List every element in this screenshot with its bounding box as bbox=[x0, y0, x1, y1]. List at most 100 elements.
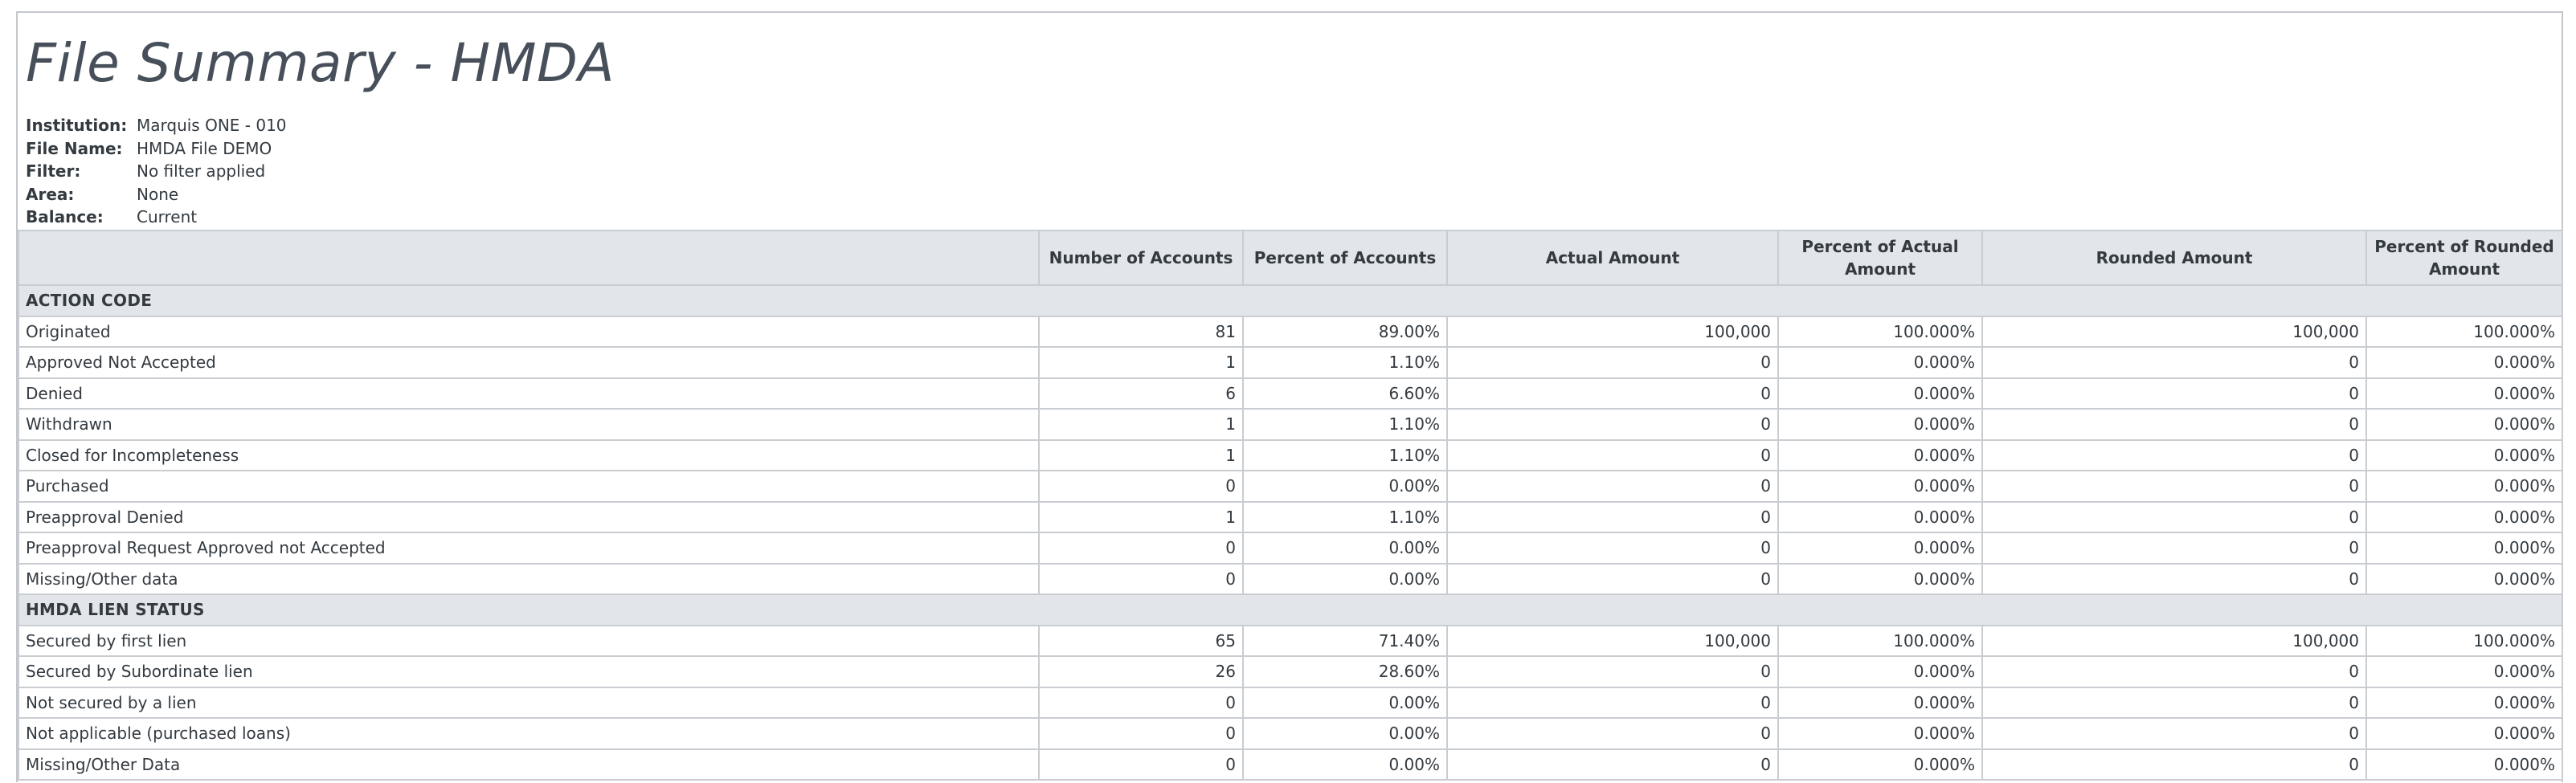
summary-table: Number of Accounts Percent of Accounts A… bbox=[18, 230, 2563, 781]
percent-of-accounts-cell: 0.00% bbox=[1242, 686, 1448, 719]
row-label: Preapproval Request Approved not Accepte… bbox=[18, 532, 1040, 565]
table-row: Denied 6 6.60% 0 0.000% 0 0.000% bbox=[18, 377, 2563, 410]
row-label: Not applicable (purchased loans) bbox=[18, 717, 1040, 750]
percent-of-rounded-amount-cell: 0.000% bbox=[2365, 377, 2563, 410]
percent-of-accounts-cell: 0.00% bbox=[1242, 562, 1448, 595]
actual-amount-cell: 0 bbox=[1446, 748, 1779, 781]
percent-of-rounded-amount-cell: 0.000% bbox=[2365, 562, 2563, 595]
number-of-accounts-cell: 1 bbox=[1038, 500, 1244, 533]
actual-amount-cell: 100,000 bbox=[1446, 315, 1779, 348]
number-of-accounts-cell: 0 bbox=[1038, 532, 1244, 565]
percent-of-actual-amount-cell: 0.000% bbox=[1777, 377, 1983, 410]
percent-of-actual-amount-cell: 100.000% bbox=[1777, 315, 1983, 348]
column-header-percent-of-rounded-amount: Percent of Rounded Amount bbox=[2365, 230, 2563, 286]
percent-of-rounded-amount-cell: 0.000% bbox=[2365, 686, 2563, 719]
actual-amount-cell: 0 bbox=[1446, 686, 1779, 719]
actual-amount-cell: 0 bbox=[1446, 377, 1779, 410]
row-label: Denied bbox=[18, 377, 1040, 410]
percent-of-accounts-cell: 28.60% bbox=[1242, 655, 1448, 688]
column-header-percent-of-actual-amount: Percent of Actual Amount bbox=[1777, 230, 1983, 286]
meta-label: Filter: bbox=[26, 161, 81, 181]
percent-of-actual-amount-cell: 0.000% bbox=[1777, 748, 1983, 781]
meta-row-balance: Balance: Current bbox=[26, 206, 287, 229]
row-label: Not secured by a lien bbox=[18, 686, 1040, 719]
row-label: Approved Not Accepted bbox=[18, 346, 1040, 379]
section-header-row: HMDA LIEN STATUS bbox=[18, 593, 2563, 626]
number-of-accounts-cell: 6 bbox=[1038, 377, 1244, 410]
rounded-amount-cell: 0 bbox=[1981, 500, 2367, 533]
table-row: Preapproval Denied 1 1.10% 0 0.000% 0 0.000% bbox=[18, 500, 2563, 533]
row-label: Originated bbox=[18, 315, 1040, 348]
percent-of-actual-amount-cell: 0.000% bbox=[1777, 438, 1983, 471]
section-header-row: ACTION CODE bbox=[18, 284, 2563, 317]
percent-of-accounts-cell: 0.00% bbox=[1242, 532, 1448, 565]
row-label: Secured by first lien bbox=[18, 624, 1040, 657]
number-of-accounts-cell: 0 bbox=[1038, 717, 1244, 750]
percent-of-actual-amount-cell: 0.000% bbox=[1777, 655, 1983, 688]
percent-of-accounts-cell: 0.00% bbox=[1242, 748, 1448, 781]
meta-value: No filter applied bbox=[137, 161, 266, 181]
column-header-number-of-accounts: Number of Accounts bbox=[1038, 230, 1244, 286]
table-row: Not applicable (purchased loans) 0 0.00% 0 0… bbox=[18, 717, 2563, 750]
percent-of-actual-amount-cell: 0.000% bbox=[1777, 500, 1983, 533]
row-label: Closed for Incompleteness bbox=[18, 438, 1040, 471]
percent-of-accounts-cell: 71.40% bbox=[1242, 624, 1448, 657]
number-of-accounts-cell: 0 bbox=[1038, 562, 1244, 595]
percent-of-rounded-amount-cell: 0.000% bbox=[2365, 438, 2563, 471]
column-header-label bbox=[18, 230, 1040, 286]
table-row: Approved Not Accepted 1 1.10% 0 0.000% 0 0.000… bbox=[18, 346, 2563, 379]
percent-of-rounded-amount-cell: 100.000% bbox=[2365, 315, 2563, 348]
percent-of-accounts-cell: 0.00% bbox=[1242, 717, 1448, 750]
actual-amount-cell: 0 bbox=[1446, 562, 1779, 595]
percent-of-rounded-amount-cell: 100.000% bbox=[2365, 624, 2563, 657]
meta-value: Current bbox=[137, 207, 198, 226]
percent-of-rounded-amount-cell: 0.000% bbox=[2365, 532, 2563, 565]
percent-of-rounded-amount-cell: 0.000% bbox=[2365, 408, 2563, 441]
column-header-rounded-amount: Rounded Amount bbox=[1981, 230, 2367, 286]
percent-of-rounded-amount-cell: 0.000% bbox=[2365, 500, 2563, 533]
column-header-percent-of-accounts: Percent of Accounts bbox=[1242, 230, 1448, 286]
rounded-amount-cell: 0 bbox=[1981, 346, 2367, 379]
actual-amount-cell: 0 bbox=[1446, 346, 1779, 379]
meta-row-area: Area: None bbox=[26, 183, 287, 206]
actual-amount-cell: 100,000 bbox=[1446, 624, 1779, 657]
percent-of-actual-amount-cell: 0.000% bbox=[1777, 717, 1983, 750]
row-label: Missing/Other data bbox=[18, 562, 1040, 595]
percent-of-actual-amount-cell: 0.000% bbox=[1777, 532, 1983, 565]
actual-amount-cell: 0 bbox=[1446, 717, 1779, 750]
meta-label: Balance: bbox=[26, 207, 104, 226]
percent-of-actual-amount-cell: 0.000% bbox=[1777, 562, 1983, 595]
actual-amount-cell: 0 bbox=[1446, 408, 1779, 441]
table-header-row: Number of Accounts Percent of Accounts A… bbox=[18, 230, 2563, 286]
number-of-accounts-cell: 0 bbox=[1038, 686, 1244, 719]
number-of-accounts-cell: 0 bbox=[1038, 748, 1244, 781]
table-row: Purchased 0 0.00% 0 0.000% 0 0.000% bbox=[18, 470, 2563, 503]
column-header-actual-amount: Actual Amount bbox=[1446, 230, 1779, 286]
percent-of-rounded-amount-cell: 0.000% bbox=[2365, 717, 2563, 750]
percent-of-accounts-cell: 1.10% bbox=[1242, 408, 1448, 441]
percent-of-rounded-amount-cell: 0.000% bbox=[2365, 655, 2563, 688]
percent-of-rounded-amount-cell: 0.000% bbox=[2365, 346, 2563, 379]
section-title: HMDA LIEN STATUS bbox=[18, 593, 2563, 626]
meta-row-file-name: File Name: HMDA File DEMO bbox=[26, 137, 287, 161]
percent-of-accounts-cell: 89.00% bbox=[1242, 315, 1448, 348]
meta-label: Area: bbox=[26, 184, 75, 204]
rounded-amount-cell: 0 bbox=[1981, 470, 2367, 503]
number-of-accounts-cell: 65 bbox=[1038, 624, 1244, 657]
row-label: Withdrawn bbox=[18, 408, 1040, 441]
percent-of-rounded-amount-cell: 0.000% bbox=[2365, 470, 2563, 503]
meta-value: None bbox=[137, 184, 179, 204]
meta-value: Marquis ONE - 010 bbox=[137, 116, 287, 135]
row-label: Purchased bbox=[18, 470, 1040, 503]
percent-of-accounts-cell: 1.10% bbox=[1242, 438, 1448, 471]
row-label: Missing/Other Data bbox=[18, 748, 1040, 781]
rounded-amount-cell: 0 bbox=[1981, 717, 2367, 750]
rounded-amount-cell: 0 bbox=[1981, 562, 2367, 595]
row-label: Preapproval Denied bbox=[18, 500, 1040, 533]
percent-of-actual-amount-cell: 0.000% bbox=[1777, 408, 1983, 441]
rounded-amount-cell: 0 bbox=[1981, 532, 2367, 565]
percent-of-accounts-cell: 1.10% bbox=[1242, 346, 1448, 379]
actual-amount-cell: 0 bbox=[1446, 470, 1779, 503]
report-frame: File Summary - HMDA Institution: Marquis… bbox=[16, 11, 2563, 782]
number-of-accounts-cell: 0 bbox=[1038, 470, 1244, 503]
